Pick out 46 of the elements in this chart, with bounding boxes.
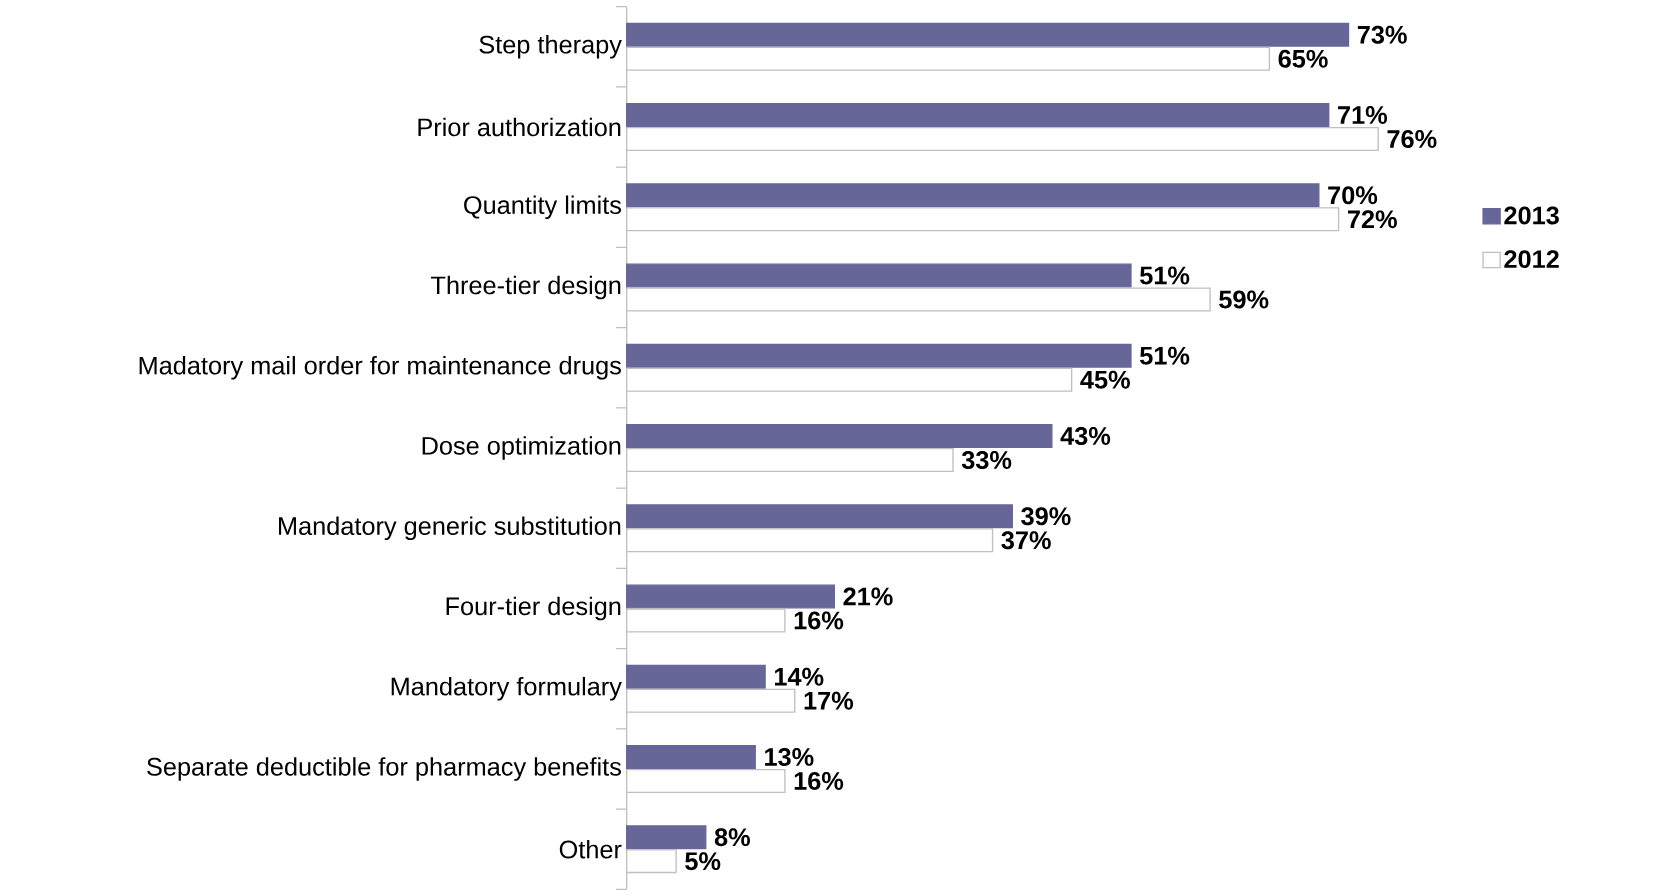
bar <box>626 825 707 850</box>
data-label: 51% <box>1140 346 1190 365</box>
data-label: 45% <box>1080 370 1130 389</box>
data-label: 71% <box>1338 106 1388 124</box>
bar <box>626 183 1320 208</box>
bar <box>626 664 766 689</box>
y-tick-label: Mandatory formulary <box>391 676 622 701</box>
data-label: 59% <box>1219 290 1269 309</box>
data-label: 73% <box>1357 25 1407 44</box>
data-label: 17% <box>804 691 854 710</box>
legend-label: 2013 <box>1504 206 1559 225</box>
y-tick-label: Other <box>559 839 622 859</box>
bar <box>626 343 1132 368</box>
y-tick-label: Four-tier design <box>446 596 621 621</box>
data-label: 21% <box>843 587 893 606</box>
bar <box>626 263 1132 288</box>
data-label: 51% <box>1140 266 1190 285</box>
data-label: 5% <box>685 852 721 871</box>
data-label: 72% <box>1347 210 1397 229</box>
bar <box>626 504 1013 529</box>
y-tick-label: Separate deductible for pharmacy benefits <box>147 757 621 781</box>
data-label: 33% <box>961 451 1012 469</box>
data-label: 37% <box>1001 531 1051 550</box>
bar <box>626 744 756 769</box>
y-tick-label: Mandatory generic substitution <box>279 516 621 541</box>
bar <box>626 22 1350 47</box>
data-label: 13% <box>765 747 814 766</box>
data-label: 16% <box>794 611 844 630</box>
data-label: 16% <box>794 772 844 790</box>
y-tick-label: Step therapy <box>479 34 622 59</box>
data-label: 14% <box>774 667 824 686</box>
data-label: 76% <box>1387 130 1437 148</box>
data-label: 39% <box>1021 507 1071 526</box>
data-label: 70% <box>1328 186 1378 205</box>
y-tick-label: Three-tier design <box>431 275 621 300</box>
legend-label: 2012 <box>1504 250 1559 269</box>
bar <box>626 103 1330 128</box>
data-label: 8% <box>714 828 750 847</box>
y-tick-label: Dose optimization <box>422 436 621 460</box>
y-tick-label: Prior authorization <box>418 117 621 137</box>
y-tick-label: Quantity limits <box>464 195 622 220</box>
data-label: 65% <box>1278 49 1328 68</box>
y-tick-label: Madatory mail order for maintenance drugs <box>139 355 621 380</box>
bar <box>626 584 835 609</box>
data-label: 43% <box>1060 427 1111 445</box>
bar <box>626 424 1053 448</box>
